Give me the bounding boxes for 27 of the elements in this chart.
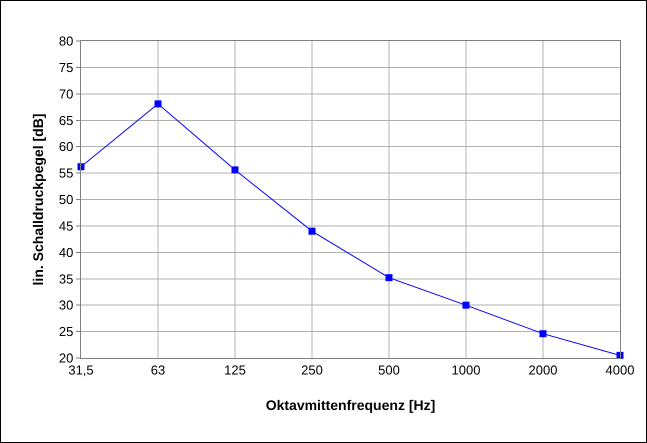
y-axis-title: lin. Schalldruckpegel [dB] — [30, 114, 46, 286]
x-tick-label: 500 — [378, 362, 400, 378]
x-tick-label: 1000 — [452, 362, 480, 378]
point — [462, 302, 470, 309]
point — [154, 100, 162, 108]
point — [540, 330, 546, 338]
point — [232, 166, 238, 174]
y-tick-label: 45 — [58, 218, 74, 234]
y-tick-label: 70 — [58, 86, 74, 102]
x-tick-label: 2000 — [528, 362, 558, 378]
point — [386, 274, 392, 282]
x-tick-label: 63 — [150, 362, 166, 378]
y-tick-label: 30 — [58, 298, 74, 313]
y-tick-label: 50 — [58, 192, 74, 208]
y-tick-label: 65 — [58, 112, 74, 128]
x-tick-label: 125 — [224, 362, 246, 378]
y-tick-label: 80 — [58, 34, 74, 49]
x-tick-label: 4000 — [606, 362, 634, 378]
y-tick-label: 25 — [58, 324, 74, 340]
y-tick-label: 75 — [58, 60, 74, 75]
y-tick-label: 35 — [58, 271, 74, 286]
y-tick-label: 60 — [58, 139, 74, 154]
x-tick-label: 250 — [301, 362, 323, 378]
point — [308, 228, 316, 235]
y-tick-label: 40 — [58, 244, 74, 260]
x-axis-title: Oktavmittenfrequenz [Hz] — [266, 397, 436, 413]
y-tick-label: 55 — [58, 166, 74, 181]
